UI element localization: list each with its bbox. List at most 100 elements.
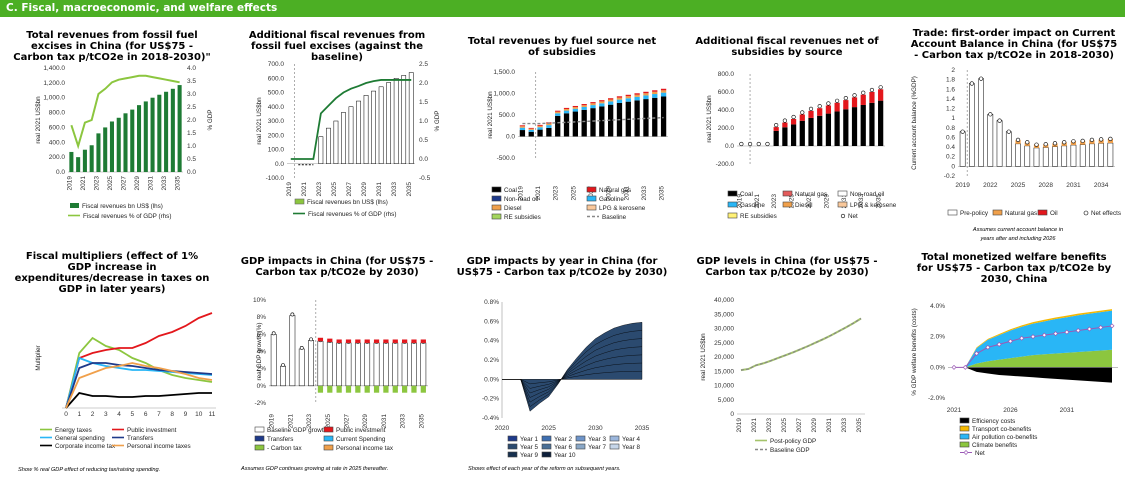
y2-tick-label: 2.5 bbox=[419, 61, 428, 68]
bar-public-investment bbox=[401, 339, 408, 343]
baseline-line bbox=[522, 116, 664, 125]
net-marker bbox=[739, 141, 744, 147]
legend-item-label: Climate benefits bbox=[972, 442, 1017, 449]
y2-tick-label: -0.5 bbox=[419, 175, 431, 182]
bar-public-investment bbox=[345, 339, 352, 343]
chart-title: Total revenues from fossil fuel excises i… bbox=[13, 30, 210, 63]
bar-segment bbox=[528, 128, 534, 130]
y-tick-label: 20,000 bbox=[714, 354, 734, 361]
line-series bbox=[65, 312, 213, 409]
bar-segment bbox=[660, 92, 667, 97]
bar-coal bbox=[782, 127, 788, 146]
bar-carbon-tax bbox=[364, 385, 370, 393]
bar-public-investment bbox=[336, 339, 342, 343]
y-tick-label: 400.0 bbox=[718, 107, 735, 114]
bar-coal bbox=[546, 127, 552, 137]
x-tick-label: 2025 bbox=[541, 425, 556, 432]
legend-item-swatch bbox=[323, 435, 334, 442]
net-marker bbox=[985, 344, 991, 350]
y-tick-label: 0.2 bbox=[946, 154, 955, 161]
y2-tick-label: 1.5 bbox=[187, 130, 196, 137]
x-tick-label: 2035 bbox=[175, 176, 182, 191]
bar-segment bbox=[616, 99, 623, 103]
chart-title: Assumes current account balance in years … bbox=[972, 227, 1063, 242]
x-tick-label: 2027 bbox=[588, 186, 595, 201]
bar bbox=[76, 157, 81, 172]
y-tick-label: 0.6% bbox=[484, 318, 499, 325]
y-tick-label: 8% bbox=[257, 314, 267, 321]
x-tick-label: 2031 bbox=[623, 186, 630, 201]
legend-item-swatch bbox=[507, 435, 518, 442]
x-tick-label: 2023 bbox=[771, 194, 778, 209]
bar-baseline bbox=[280, 365, 286, 387]
legend-item-swatch bbox=[947, 209, 958, 216]
bar bbox=[356, 100, 361, 165]
bar bbox=[143, 101, 148, 172]
legend-item-swatch bbox=[575, 435, 586, 442]
y-tick-label: 40,000 bbox=[714, 297, 734, 304]
net-marker bbox=[997, 118, 1002, 123]
chart-title: GDP levels in China (for US$75 -Carbon t… bbox=[697, 256, 878, 278]
legend-bars-swatch bbox=[294, 198, 305, 205]
bar-segment bbox=[808, 110, 814, 118]
y-tick-label: 2.0% bbox=[930, 334, 945, 341]
legend-net-swatch bbox=[1083, 210, 1089, 216]
y-axis-label: real 2021 US$bn bbox=[706, 95, 713, 143]
net-marker bbox=[756, 141, 761, 147]
bar-baseline bbox=[289, 315, 296, 387]
legend-item-swatch bbox=[609, 435, 620, 442]
chart-gdp-impacts: GDP impacts in China (for US$75 -Carbon … bbox=[240, 256, 433, 472]
legend-line-label: Fiscal revenues % of GDP (rhs) bbox=[308, 211, 396, 218]
bar-carbon-tax bbox=[420, 385, 426, 393]
bar-segment bbox=[608, 99, 614, 102]
bar-segment bbox=[608, 98, 614, 100]
bar-segment bbox=[537, 125, 543, 128]
y-tick-label: 700.0 bbox=[268, 61, 285, 68]
bar-public-investment bbox=[373, 339, 380, 343]
x-tick-label: 2019 bbox=[66, 176, 73, 191]
x-tick-label: 2033 bbox=[400, 414, 407, 429]
x-tick-label: 2027 bbox=[796, 418, 803, 433]
x-tick-label: 2027 bbox=[121, 176, 128, 191]
x-tick-label: 2025 bbox=[331, 182, 338, 197]
bar bbox=[150, 97, 155, 172]
bar-segment bbox=[790, 119, 797, 125]
legend-item-label: Transport co-benefits bbox=[972, 426, 1031, 433]
net-marker bbox=[1043, 142, 1048, 147]
y-tick-label: 1,000.0 bbox=[43, 95, 65, 102]
bar-baseline bbox=[298, 348, 305, 387]
net-marker bbox=[1034, 142, 1039, 147]
net-marker bbox=[1015, 137, 1021, 142]
y-tick-label: 10% bbox=[253, 297, 266, 304]
legend-item-label: Year 2 bbox=[554, 436, 572, 443]
bar bbox=[326, 127, 331, 164]
x-tick-label: 2025 bbox=[107, 176, 114, 191]
y2-tick-label: 3.5 bbox=[187, 78, 196, 85]
x-tick-label: 2035 bbox=[406, 182, 413, 197]
bar-segment bbox=[555, 113, 561, 116]
bar-prepolicy bbox=[1033, 147, 1040, 167]
y-axis-label: % GDP bbox=[434, 111, 441, 132]
bar bbox=[393, 78, 399, 164]
x-tick-label: 2034 bbox=[1094, 182, 1109, 189]
bar bbox=[318, 136, 324, 165]
legend-item-label: Transfers bbox=[127, 435, 153, 442]
legend-item-label: Natural gas bbox=[795, 191, 827, 198]
x-tick-label: 2027 bbox=[346, 182, 353, 197]
legend-item-label: Gasoline bbox=[740, 202, 765, 209]
bar-segment bbox=[563, 110, 570, 114]
x-tick-label: 2021 bbox=[751, 418, 758, 433]
y-tick-label: 400.0 bbox=[268, 104, 285, 111]
chart-gdp-levels: GDP levels in China (for US$75 -Carbon t… bbox=[697, 256, 878, 454]
net-marker bbox=[878, 85, 883, 90]
x-tick-label: 2025 bbox=[325, 414, 332, 429]
x-tick-label: 2033 bbox=[858, 194, 865, 209]
x-tick-label: 2035 bbox=[418, 414, 425, 429]
x-tick-label: 2021 bbox=[754, 194, 761, 209]
x-tick-label: 1 bbox=[77, 411, 81, 418]
legend-item-swatch bbox=[727, 212, 738, 219]
legend-post-policy-label: Post-policy GDP bbox=[770, 438, 816, 445]
legend-bars-label: Fiscal revenues bn US$ (lhs) bbox=[307, 199, 388, 206]
legend-item-label: Public investment bbox=[127, 427, 177, 434]
x-tick-label: 2025 bbox=[1011, 182, 1026, 189]
